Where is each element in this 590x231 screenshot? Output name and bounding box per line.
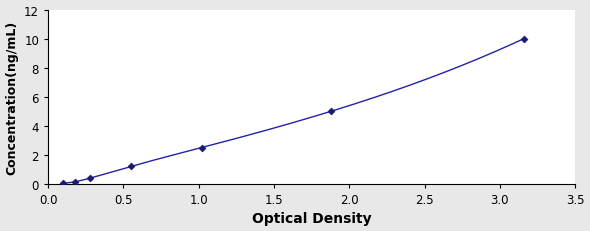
X-axis label: Optical Density: Optical Density [252, 212, 372, 225]
Y-axis label: Concentration(ng/mL): Concentration(ng/mL) [5, 21, 18, 174]
